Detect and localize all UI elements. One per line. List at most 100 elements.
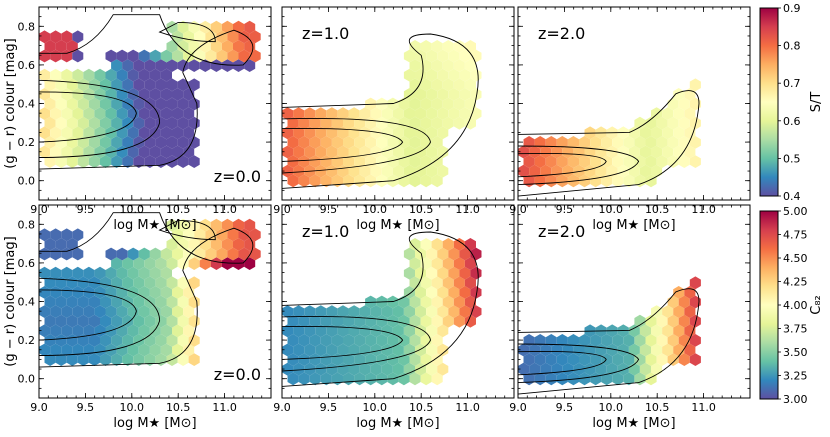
hexbin [309, 314, 321, 328]
hexbin [551, 145, 563, 159]
hexbin [678, 116, 690, 130]
hexbin [172, 305, 184, 318]
hexbin [689, 353, 701, 366]
hexbin [138, 324, 150, 338]
hexbin [426, 362, 438, 376]
colorbar-tick-label: 5.00 [783, 205, 808, 218]
x-tick-label: 10.0 [120, 401, 145, 414]
hexbin [72, 30, 84, 44]
hexbin [376, 155, 388, 168]
hexbin [370, 324, 382, 338]
y-tick-label: 0.8 [18, 20, 36, 33]
hexbin [320, 116, 332, 130]
hexbin [155, 257, 167, 270]
hexbin [448, 286, 460, 299]
hexbin [420, 295, 432, 309]
hexbin [545, 136, 557, 149]
hexbin [244, 257, 256, 270]
hexbins [518, 276, 701, 386]
hexbin [83, 126, 95, 140]
hexbin [470, 247, 482, 261]
hexbin [61, 30, 73, 44]
hexbin [138, 266, 150, 280]
hexbin [287, 334, 299, 347]
hexbin [464, 295, 476, 309]
hexbin [645, 116, 657, 130]
hexbin [72, 145, 84, 159]
hexbin [442, 314, 454, 328]
density-contours [39, 212, 254, 368]
hexbin [138, 145, 150, 159]
hexbin [287, 314, 299, 328]
hexbin [331, 136, 343, 149]
hexbin [634, 174, 646, 188]
hexbin [77, 97, 89, 111]
hexbin [244, 59, 256, 72]
redshift-label: z=2.0 [538, 24, 585, 43]
hexbin [160, 107, 172, 120]
hexbin [667, 334, 679, 347]
hexbin [149, 88, 161, 101]
hexbin [612, 372, 624, 386]
hexbin [437, 362, 449, 376]
hexbin [61, 126, 73, 140]
hexbin [287, 155, 299, 168]
hexbin [398, 372, 410, 386]
hexbin [155, 59, 167, 72]
panel-r1c2: 9.0 9.5 10.0 10.5 11.0 z=2.0 [509, 204, 751, 414]
hexbin [359, 107, 371, 120]
hexbin [144, 314, 156, 328]
hexbin [370, 343, 382, 357]
hexbin [673, 126, 685, 140]
hexbin [579, 353, 591, 366]
hexbin [579, 136, 591, 149]
hexbin [293, 305, 305, 318]
hexbin [645, 334, 657, 347]
hexbin [376, 353, 388, 366]
hexbin [376, 314, 388, 328]
hexbin [556, 353, 568, 366]
hexbin [437, 343, 449, 357]
hexbin [287, 116, 299, 130]
y-axis-label: (g − r) colour [mag] [3, 38, 18, 168]
colorbar-tick-label: 4.50 [783, 252, 808, 265]
hexbin [72, 68, 84, 82]
hexbin [365, 372, 377, 386]
hexbin [331, 116, 343, 130]
hexbin [689, 97, 701, 111]
hexbin [50, 343, 62, 357]
hexbin [127, 145, 139, 159]
hexbin [166, 238, 178, 251]
hexbin [155, 276, 167, 290]
hexbin [50, 30, 62, 44]
hexbin [138, 49, 150, 63]
hexbin [639, 343, 651, 357]
hexbin [437, 145, 449, 159]
hexbin [431, 155, 443, 168]
hexbin [645, 155, 657, 168]
hexbin [689, 276, 701, 290]
hexbin [612, 155, 624, 168]
hexbin [529, 362, 541, 376]
hexbin [448, 68, 460, 82]
hexbin [326, 107, 338, 120]
hexbin [623, 353, 635, 366]
hexbin [398, 334, 410, 347]
hexbin [55, 353, 67, 366]
x-tick-label: 11.0 [212, 401, 237, 414]
hexbin [100, 78, 112, 92]
hexbin [315, 107, 327, 120]
hexbin [94, 68, 106, 82]
hexbin [459, 68, 471, 82]
hexbin [437, 266, 449, 280]
colorbar-tick-label: 4.25 [783, 276, 808, 289]
hexbin [529, 343, 541, 357]
hexbin [282, 324, 294, 338]
hexbin [138, 305, 150, 318]
x-tick-label: 9.5 [556, 401, 574, 414]
hexbin [221, 257, 233, 270]
hexbin [160, 126, 172, 140]
hexbin [403, 68, 415, 82]
y-tick-label: 0.2 [18, 334, 36, 347]
hexbin [55, 238, 67, 251]
